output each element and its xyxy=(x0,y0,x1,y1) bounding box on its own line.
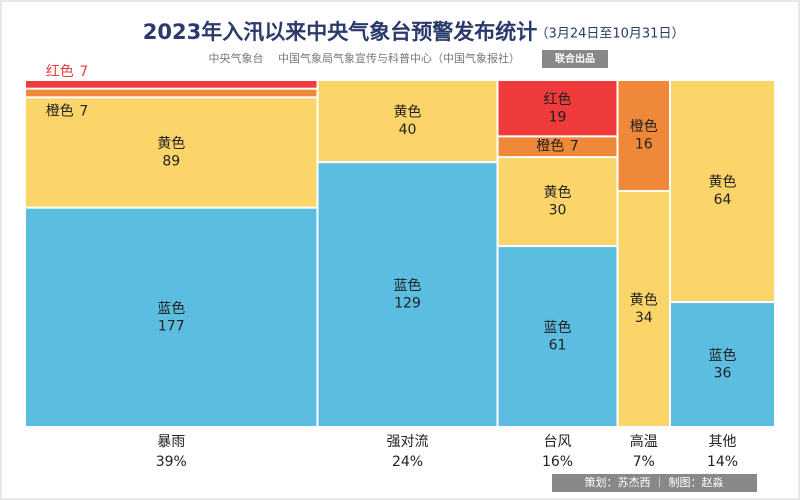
credits: 策划：苏杰西 ｜ 制图：赵淼 xyxy=(585,475,724,489)
x-tick-label: 强对流 xyxy=(387,434,429,450)
segment-label-name: 黄色 xyxy=(709,174,737,191)
segment-label: 黄色 89 xyxy=(157,135,185,170)
source: 中央气象台 中国气象局气象宣传与科普中心（中国气象报社） xyxy=(209,51,521,65)
segment-label: 黄色 64 xyxy=(709,174,737,209)
segment-label-name: 橙色 xyxy=(630,118,658,135)
segment xyxy=(26,81,317,88)
segment-label: 红色 19 xyxy=(544,91,572,126)
segment xyxy=(318,81,497,162)
segment-label: 蓝色 129 xyxy=(394,277,422,312)
x-tick-label: 高温 xyxy=(630,433,658,450)
segment-label: 蓝色 61 xyxy=(544,319,572,354)
segment xyxy=(671,81,774,302)
segment-label-name: 黄色 xyxy=(157,135,185,152)
chart-title: 2023年入汛以来中央气象台预警发布统计 xyxy=(143,20,537,44)
segment-label: 蓝色 177 xyxy=(157,300,185,335)
segment-label-value: 7 xyxy=(79,64,88,80)
segment-label-name: 蓝色 xyxy=(394,277,422,294)
share-label: 7% xyxy=(633,454,655,470)
segment-label-name: 红色 xyxy=(544,91,572,108)
segment-label: 黄色 30 xyxy=(544,184,572,219)
segment xyxy=(618,81,669,191)
x-tick-label: 台风 xyxy=(544,434,572,450)
segment-label-value: 129 xyxy=(394,296,421,312)
segment-label-value: 64 xyxy=(714,192,732,208)
x-tick-label: 其他 xyxy=(709,434,737,450)
segment xyxy=(671,303,774,426)
segment-label-value: 19 xyxy=(549,109,567,125)
segment-label-value: 7 xyxy=(79,103,88,119)
segment-label-value: 36 xyxy=(714,366,732,382)
segment-label-value: 177 xyxy=(158,318,185,334)
segment-label-value: 30 xyxy=(549,203,567,219)
badge: 联合出品 xyxy=(555,52,595,65)
badge-bg xyxy=(542,50,608,68)
credits-bg xyxy=(552,474,757,492)
segment-label: 橙色 16 xyxy=(630,118,658,153)
chart-subtitle: （3月24日至10月31日） xyxy=(536,27,685,42)
segment-label-name: 橙色 xyxy=(536,138,564,155)
segment-label-value: 61 xyxy=(549,338,567,354)
share-label: 39% xyxy=(156,454,187,470)
segment-label-name: 蓝色 xyxy=(709,347,737,364)
segment-label-name: 蓝色 xyxy=(544,319,572,336)
segment xyxy=(26,208,317,426)
segment xyxy=(26,89,317,97)
segment xyxy=(498,158,617,246)
segment xyxy=(26,98,317,207)
segment-label-name: 红色 xyxy=(46,63,74,80)
segment-label-name: 黄色 xyxy=(394,104,422,121)
segment-label: 蓝色 36 xyxy=(709,347,737,382)
segment-label-value: 16 xyxy=(635,137,653,153)
share-label: 24% xyxy=(392,454,423,470)
segment-label: 黄色 40 xyxy=(394,104,422,139)
segment-label: 黄色 34 xyxy=(630,292,658,327)
segment-label-name: 黄色 xyxy=(630,292,658,309)
segment-label-name: 橙色 xyxy=(46,102,74,119)
segment xyxy=(498,137,617,157)
segment xyxy=(498,81,617,136)
share-label: 14% xyxy=(707,454,738,470)
x-tick-label: 暴雨 xyxy=(157,434,185,450)
segment-label-value: 34 xyxy=(635,310,653,326)
segment xyxy=(318,163,497,426)
segment-label: 红色 7 xyxy=(46,63,89,80)
segment-label: 橙色 7 xyxy=(536,138,579,155)
segment xyxy=(618,192,669,426)
segment-label-name: 蓝色 xyxy=(157,300,185,317)
segment-label-value: 40 xyxy=(399,122,417,138)
share-label: 16% xyxy=(542,454,573,470)
segment-label-name: 黄色 xyxy=(544,184,572,201)
segment xyxy=(498,247,617,426)
segment-label-value: 89 xyxy=(162,154,180,170)
segment-label: 橙色 7 xyxy=(46,102,89,119)
segment-label-value: 7 xyxy=(570,139,579,155)
